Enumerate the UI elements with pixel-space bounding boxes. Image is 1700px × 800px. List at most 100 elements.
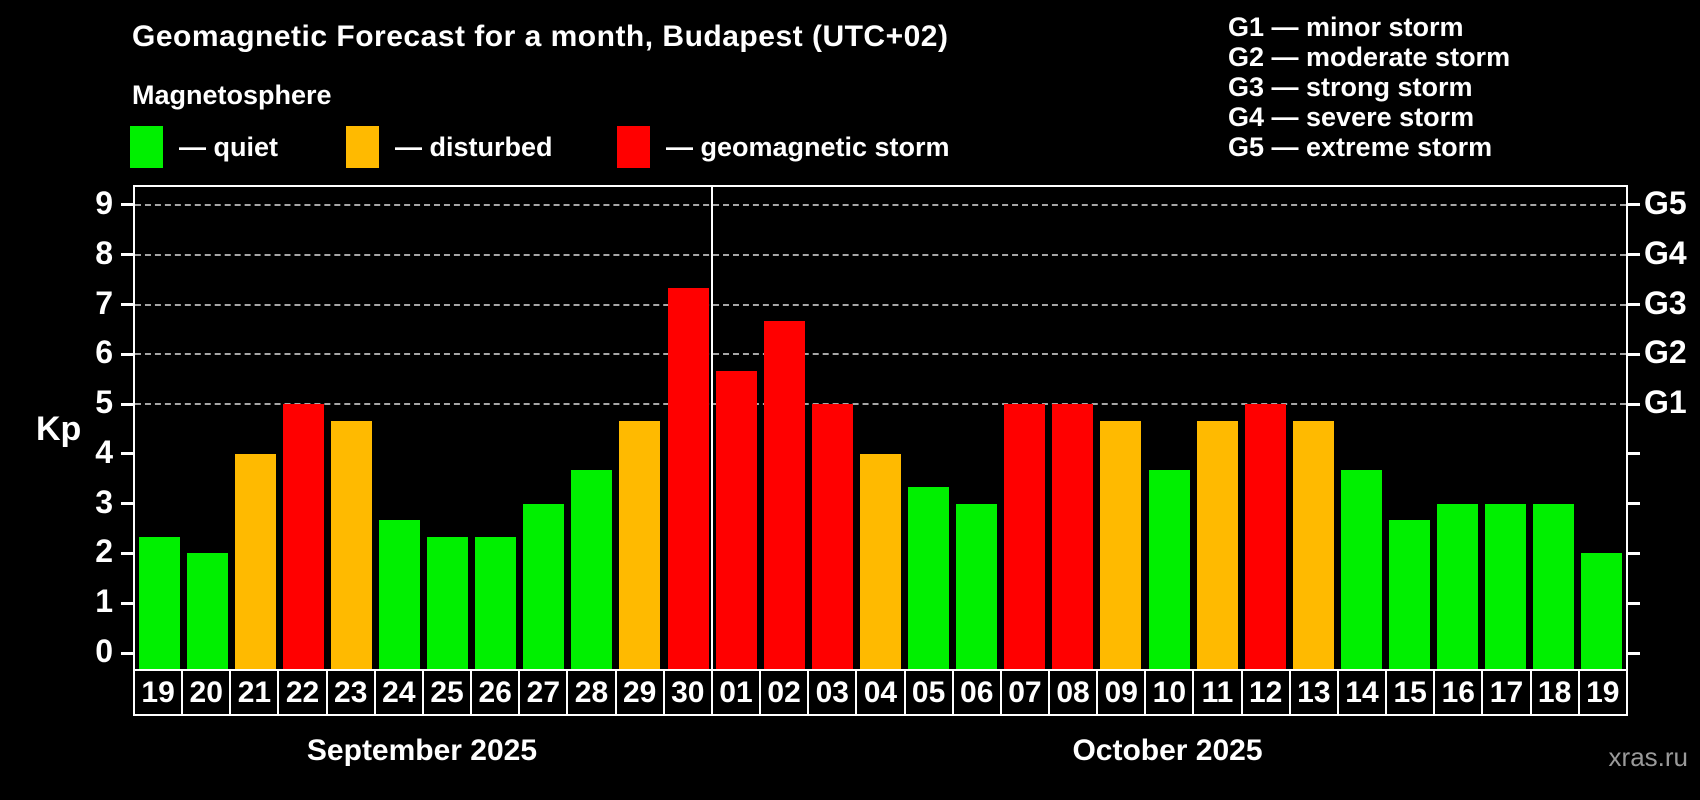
kp-bar-20 (186, 553, 228, 671)
quiet-label: — quiet (179, 131, 278, 162)
storm-label: — geomagnetic storm (666, 131, 950, 162)
y-tick-label-9: 9 (95, 184, 113, 221)
storm-scale-g5: G5 — extreme storm (1228, 132, 1493, 162)
day-label-09: 09 (1096, 669, 1147, 716)
kp-bar-29 (619, 420, 661, 671)
gridline-kp6 (135, 353, 1626, 356)
day-label-27: 27 (518, 669, 569, 716)
storm-scale-legend: G1 — minor storm G2 — moderate storm G3 … (1228, 12, 1510, 162)
left-tick-kp4 (121, 452, 133, 456)
y-tick-label-5: 5 (95, 384, 113, 421)
left-tick-kp2 (121, 551, 133, 555)
day-label-25: 25 (421, 669, 473, 716)
storm-scale-g3: G3 — strong storm (1228, 72, 1473, 102)
kp-bar-15 (1389, 520, 1431, 671)
day-label-02: 02 (759, 669, 810, 716)
day-label-01: 01 (710, 669, 762, 716)
day-label-11: 11 (1192, 669, 1243, 716)
plot-area (121, 185, 1640, 673)
y-tick-label-6: 6 (95, 334, 113, 371)
day-label-30: 30 (662, 669, 713, 716)
kp-bar-01 (715, 370, 757, 671)
left-tick-kp3 (121, 502, 133, 506)
day-label-19: 19 (1577, 669, 1628, 716)
right-tick-kp3 (1628, 502, 1640, 506)
kp-bar-19 (1581, 553, 1623, 671)
kp-bar-08 (1052, 404, 1094, 671)
day-label-14: 14 (1336, 669, 1388, 716)
y-tick-label-7: 7 (95, 284, 113, 321)
kp-bar-30 (667, 288, 709, 671)
day-label-19: 19 (133, 669, 184, 716)
y-tick-label-0: 0 (95, 633, 113, 669)
day-label-16: 16 (1433, 669, 1484, 716)
kp-bar-06 (956, 503, 998, 671)
gridline-kp5 (135, 403, 1626, 406)
day-label-17: 17 (1481, 669, 1532, 716)
day-label-29: 29 (614, 669, 665, 716)
disturbed-label: — disturbed (395, 131, 553, 162)
storm-scale-g1: G1 — minor storm (1228, 12, 1464, 42)
month-separator-line (711, 187, 714, 671)
kp-bar-18 (1533, 503, 1575, 671)
kp-bar-24 (378, 520, 420, 671)
day-label-06: 06 (951, 669, 1002, 716)
gridline-kp7 (135, 303, 1626, 306)
day-label-07: 07 (999, 669, 1050, 716)
day-label-22: 22 (277, 669, 328, 716)
left-tick-kp5 (121, 402, 133, 406)
kp-bar-26 (475, 537, 517, 671)
kp-bar-28 (571, 470, 613, 671)
quiet-color-swatch (130, 126, 163, 168)
month-label-september: September 2025 (306, 734, 538, 767)
legend-item-disturbed: — disturbed (346, 126, 553, 168)
kp-bar-10 (1148, 470, 1190, 671)
storm-color-swatch (617, 126, 650, 168)
disturbed-color-swatch (346, 126, 379, 168)
kp-bar-19 (138, 537, 180, 671)
kp-bar-07 (1004, 404, 1046, 671)
day-label-20: 20 (181, 669, 232, 716)
right-tick-kp1 (1628, 601, 1640, 605)
kp-bar-27 (523, 503, 565, 671)
y-tick-label-8: 8 (95, 234, 113, 271)
gridline-kp8 (135, 253, 1626, 256)
gridline-kp9 (135, 203, 1626, 206)
kp-bar-17 (1485, 503, 1527, 671)
day-label-05: 05 (903, 669, 954, 716)
right-tick-label-g5: G5 (1644, 184, 1687, 221)
right-tick-kp6 (1628, 352, 1640, 356)
magnetosphere-label: Magnetosphere (132, 80, 332, 110)
legend-item-storm: — geomagnetic storm (617, 126, 950, 168)
kp-bar-04 (859, 453, 901, 671)
day-label-28: 28 (566, 669, 617, 716)
day-label-21: 21 (229, 669, 280, 716)
day-label-04: 04 (855, 669, 906, 716)
storm-scale-g4: G4 — severe storm (1228, 102, 1475, 132)
left-tick-kp1 (121, 601, 133, 605)
right-tick-label-g1: G1 (1644, 384, 1687, 421)
right-tick-label-g2: G2 (1644, 334, 1687, 371)
left-tick-kp8 (121, 253, 133, 257)
day-label-18: 18 (1529, 669, 1580, 716)
kp-bar-22 (282, 404, 324, 671)
day-label-26: 26 (470, 669, 521, 716)
left-tick-kp9 (121, 203, 133, 207)
day-label-03: 03 (807, 669, 858, 716)
day-label-10: 10 (1144, 669, 1195, 716)
right-tick-label-g3: G3 (1644, 284, 1687, 321)
kp-bar-23 (330, 420, 372, 671)
right-tick-kp4 (1628, 452, 1640, 456)
kp-bar-02 (763, 320, 805, 671)
day-label-13: 13 (1288, 669, 1339, 716)
storm-scale-g2: G2 — moderate storm (1228, 42, 1511, 72)
day-label-23: 23 (325, 669, 376, 716)
kp-bar-16 (1437, 503, 1479, 671)
y-tick-label-1: 1 (95, 583, 113, 620)
kp-bar-21 (234, 453, 276, 671)
kp-bar-03 (811, 404, 853, 671)
right-tick-kp2 (1628, 551, 1640, 555)
y-tick-label-3: 3 (95, 483, 113, 520)
day-label-15: 15 (1385, 669, 1436, 716)
y-axis-title: Kp (36, 410, 82, 448)
